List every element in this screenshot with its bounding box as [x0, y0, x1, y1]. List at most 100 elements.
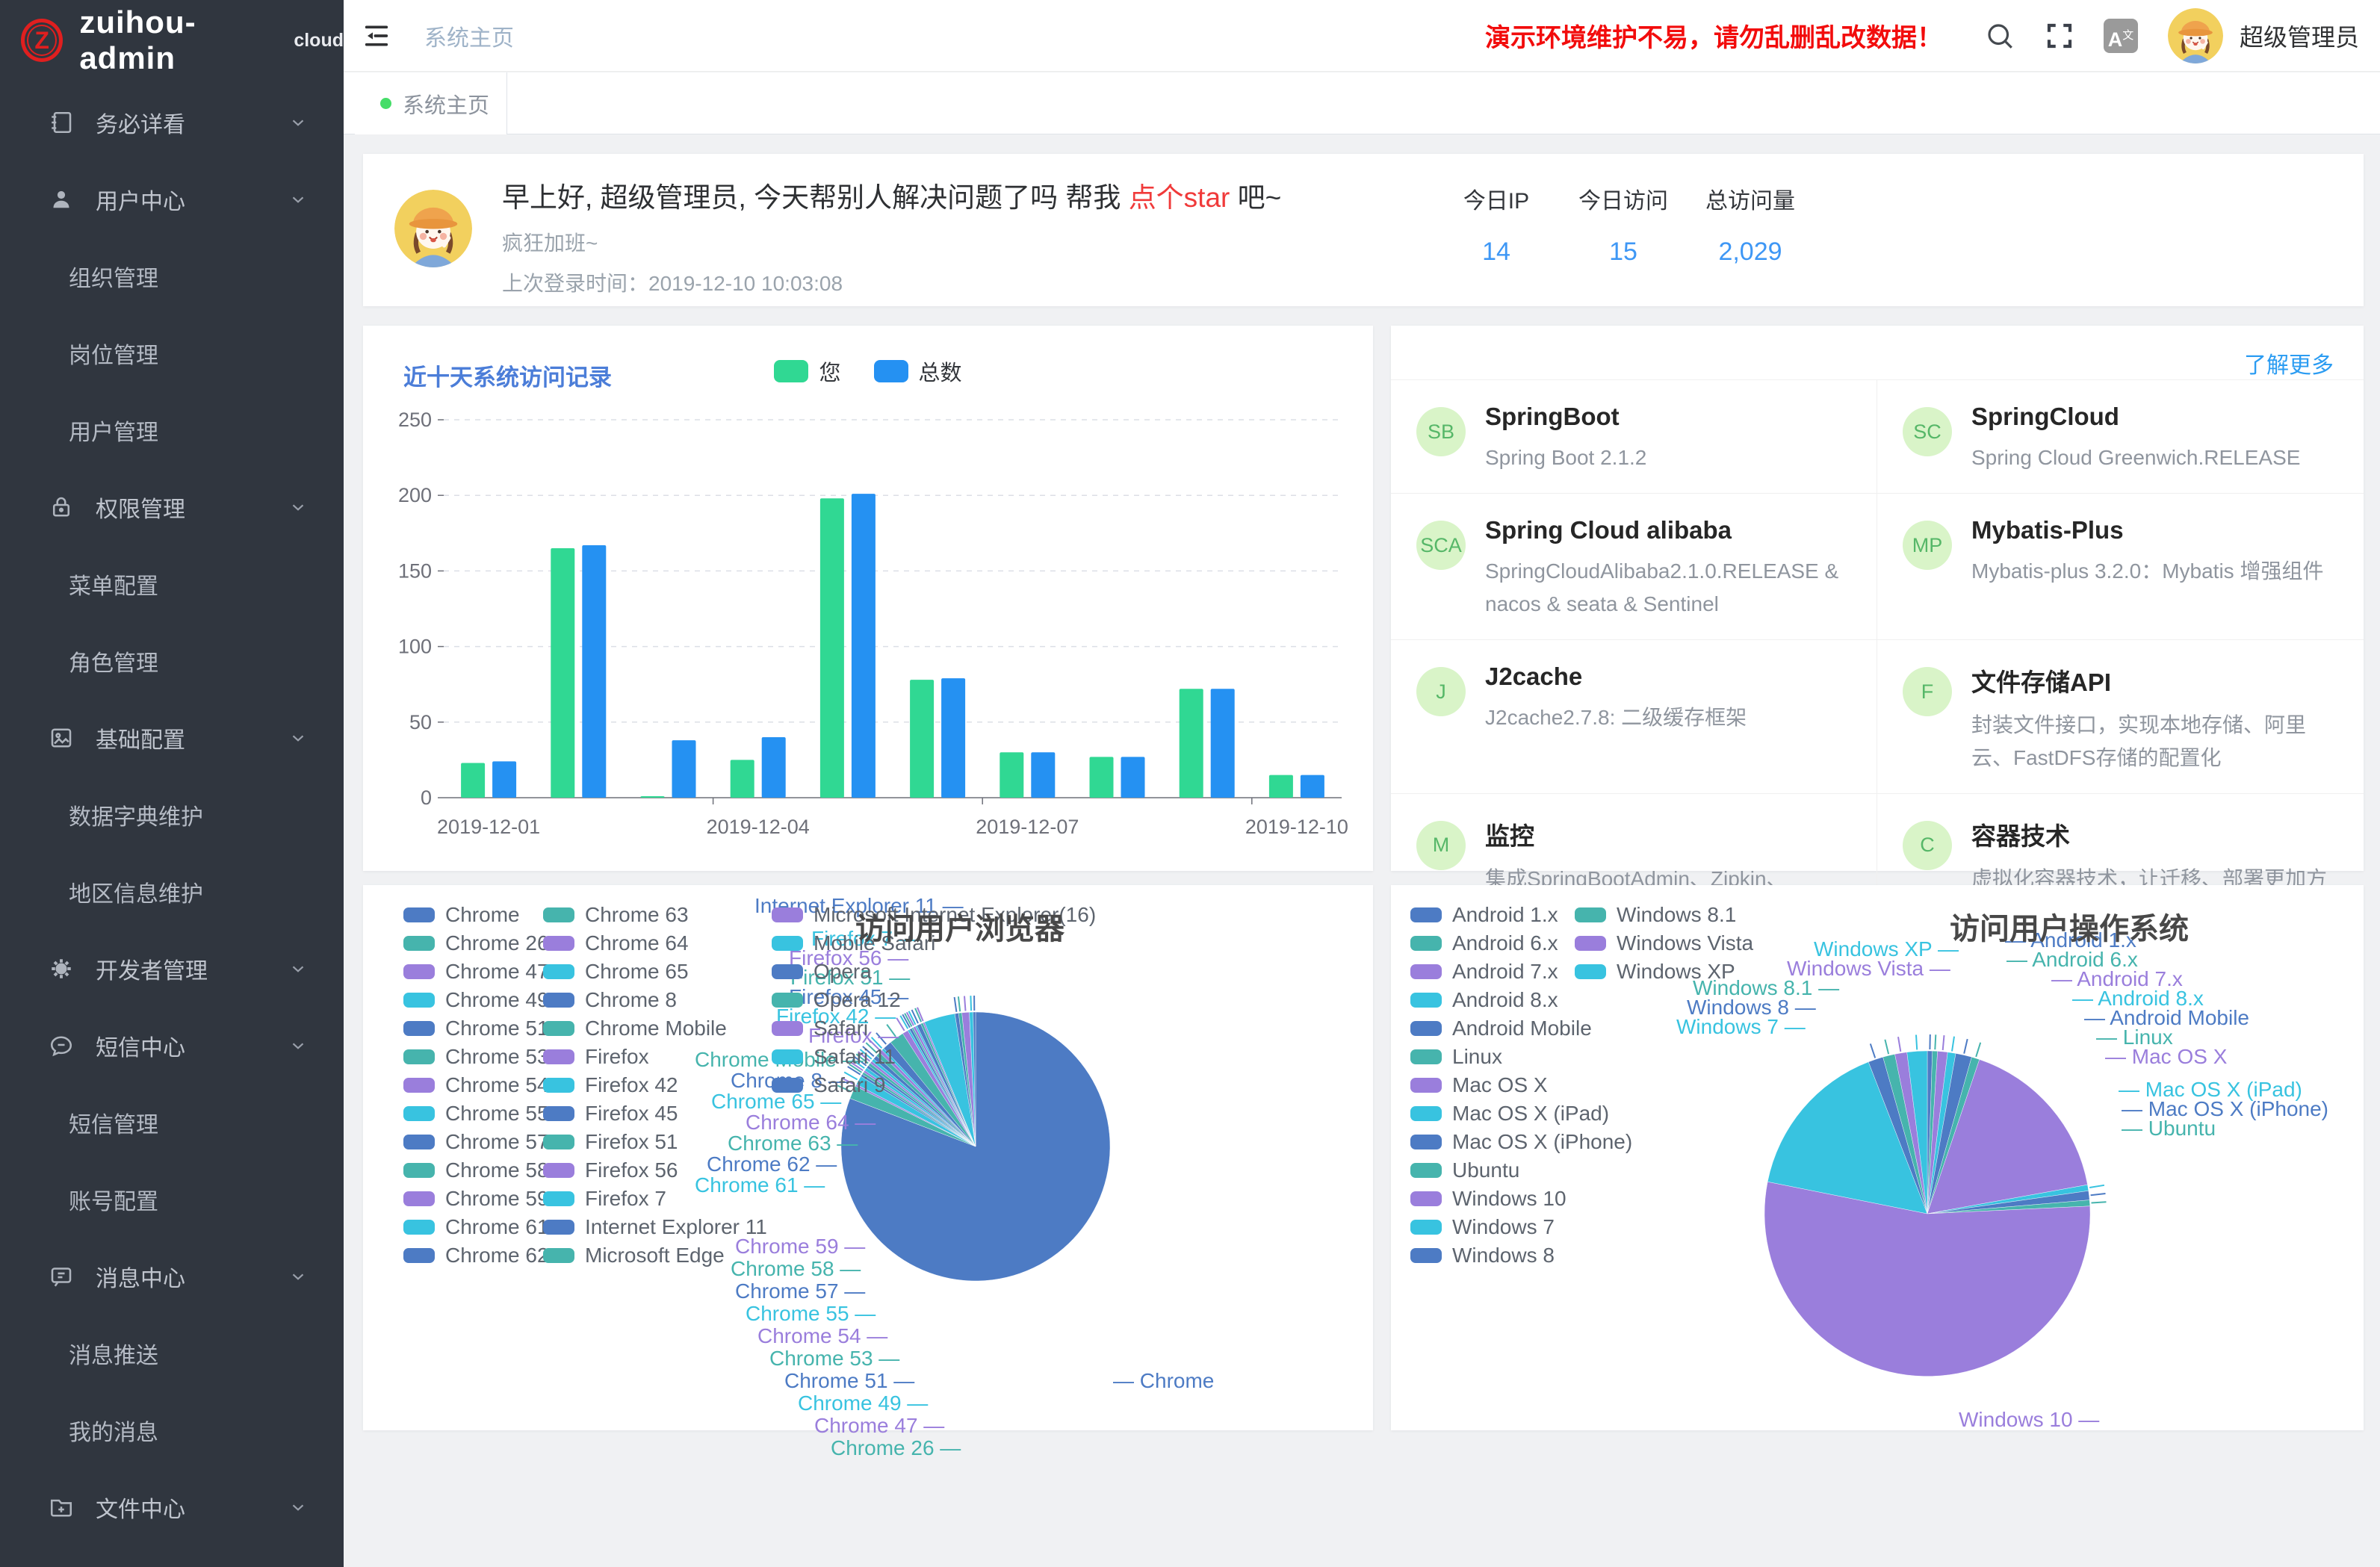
- legend-item-Chrome 62[interactable]: Chrome 62: [403, 1248, 549, 1263]
- legend-item-Chrome 47[interactable]: Chrome 47: [403, 964, 549, 979]
- legend-item-Chrome[interactable]: Chrome: [403, 907, 549, 922]
- breadcrumb[interactable]: 系统主页: [424, 19, 514, 52]
- legend-item-Chrome 63[interactable]: Chrome 63: [543, 907, 767, 922]
- sidebar-item-18[interactable]: 文件中心: [0, 1468, 344, 1545]
- legend-item-Chrome 55[interactable]: Chrome 55: [403, 1106, 549, 1121]
- legend-label: Android 7.x: [1452, 960, 1558, 984]
- sidebar-item-3[interactable]: 岗位管理: [0, 314, 344, 391]
- legend-item-Android 8.x[interactable]: Android 8.x: [1410, 993, 1632, 1008]
- sidebar-item-6[interactable]: 菜单配置: [0, 545, 344, 622]
- collapse-menu-icon[interactable]: [362, 21, 391, 51]
- legend-item-Chrome 53[interactable]: Chrome 53: [403, 1049, 549, 1064]
- legend-item-Internet Explorer 11[interactable]: Internet Explorer 11: [543, 1220, 767, 1235]
- tech-card-Spring Cloud alibaba[interactable]: SCASpring Cloud alibabaSpringCloudAlibab…: [1391, 493, 1877, 639]
- visits-bar-chart[interactable]: 0501001502002502019-12-012019-12-042019-…: [384, 409, 1352, 857]
- legend-item-Windows Vista[interactable]: Windows Vista: [1575, 936, 1753, 951]
- legend-item-Safari[interactable]: Safari: [772, 1021, 1096, 1036]
- legend-item-Mac OS X[interactable]: Mac OS X: [1410, 1078, 1632, 1093]
- legend-item-Firefox 51[interactable]: Firefox 51: [543, 1135, 767, 1149]
- legend-item-Chrome 54[interactable]: Chrome 54: [403, 1078, 549, 1093]
- legend-item-Firefox 42[interactable]: Firefox 42: [543, 1078, 767, 1093]
- sidebar-item-4[interactable]: 用户管理: [0, 391, 344, 468]
- sidebar-item-16[interactable]: 消息推送: [0, 1315, 344, 1391]
- legend-swatch-you: [774, 360, 808, 382]
- legend-item-Windows 8[interactable]: Windows 8: [1410, 1248, 1632, 1263]
- tech-card-SpringBoot[interactable]: SBSpringBootSpring Boot 2.1.2: [1391, 379, 1877, 493]
- language-icon[interactable]: A文: [2104, 19, 2138, 53]
- legend-item-Linux[interactable]: Linux: [1410, 1049, 1632, 1064]
- sidebar-item-label: 短信中心: [96, 1029, 185, 1062]
- sidebar-item-9[interactable]: 数据字典维护: [0, 776, 344, 853]
- sidebar-item-17[interactable]: 我的消息: [0, 1391, 344, 1468]
- sidebar-item-0[interactable]: 务必详看: [0, 84, 344, 161]
- sidebar-item-15[interactable]: 消息中心: [0, 1238, 344, 1315]
- legend-item-Windows 10[interactable]: Windows 10: [1410, 1191, 1632, 1206]
- legend-item-Chrome 26[interactable]: Chrome 26: [403, 936, 549, 951]
- tech-card-文件存储API[interactable]: F文件存储API封装文件接口，实现本地存储、阿里云、FastDFS存储的配置化: [1877, 639, 2364, 793]
- legend-item-Firefox 45[interactable]: Firefox 45: [543, 1106, 767, 1121]
- sidebar-item-12[interactable]: 短信中心: [0, 1007, 344, 1084]
- star-link[interactable]: 点个star: [1129, 182, 1230, 213]
- sidebar-item-8[interactable]: 基础配置: [0, 699, 344, 776]
- app-logo[interactable]: Z zuihou-admin cloud: [0, 0, 344, 81]
- legend-item-total[interactable]: 总数: [874, 356, 962, 387]
- legend-item-Chrome Mobile[interactable]: Chrome Mobile: [543, 1021, 767, 1036]
- svg-text:100: 100: [398, 636, 432, 658]
- tech-card-J2cache[interactable]: JJ2cacheJ2cache2.7.8: 二级缓存框架: [1391, 639, 1877, 793]
- legend-item-Firefox[interactable]: Firefox: [543, 1049, 767, 1064]
- legend-item-Windows XP[interactable]: Windows XP: [1575, 964, 1753, 979]
- legend-label: Linux: [1452, 1045, 1502, 1069]
- legend-swatch: [403, 1163, 435, 1178]
- legend-item-Firefox 56[interactable]: Firefox 56: [543, 1163, 767, 1178]
- user-avatar[interactable]: [2168, 8, 2223, 63]
- legend-label: Chrome 59: [445, 1187, 549, 1211]
- legend-item-Chrome 8[interactable]: Chrome 8: [543, 993, 767, 1008]
- legend-item-Chrome 57[interactable]: Chrome 57: [403, 1135, 549, 1149]
- legend-item-Ubuntu[interactable]: Ubuntu: [1410, 1163, 1632, 1178]
- legend-item-Chrome 59[interactable]: Chrome 59: [403, 1191, 549, 1206]
- sidebar-item-7[interactable]: 角色管理: [0, 622, 344, 699]
- sidebar-item-10[interactable]: 地区信息维护: [0, 853, 344, 930]
- legend-item-Chrome 61[interactable]: Chrome 61: [403, 1220, 549, 1235]
- pie-callout-Chrome 49: Chrome 49 —: [798, 1391, 928, 1415]
- current-user-name[interactable]: 超级管理员: [2240, 19, 2359, 53]
- legend-item-you[interactable]: 您: [774, 356, 840, 387]
- tech-desc: J2cache2.7.8: 二级缓存框架: [1485, 701, 1747, 733]
- sidebar-item-14[interactable]: 账号配置: [0, 1161, 344, 1238]
- legend-label: Chrome 47: [445, 960, 549, 984]
- legend-item-Android Mobile[interactable]: Android Mobile: [1410, 1021, 1632, 1036]
- sidebar-item-label: 基础配置: [96, 722, 185, 754]
- tech-card-SpringCloud[interactable]: SCSpringCloudSpring Cloud Greenwich.RELE…: [1877, 379, 2364, 493]
- tab-system-home[interactable]: 系统主页: [355, 72, 507, 134]
- sidebar-item-11[interactable]: 开发者管理: [0, 930, 344, 1007]
- sidebar-item-5[interactable]: 权限管理: [0, 468, 344, 545]
- app-title: zuihou-admin: [79, 4, 285, 76]
- legend-label: Android Mobile: [1452, 1017, 1592, 1040]
- fullscreen-icon[interactable]: [2044, 20, 2075, 52]
- legend-item-Chrome 51[interactable]: Chrome 51: [403, 1021, 549, 1036]
- legend-item-Microsoft Edge[interactable]: Microsoft Edge: [543, 1248, 767, 1263]
- pie-callout-Chrome 26: Chrome 26 —: [831, 1436, 961, 1460]
- legend-item-Windows 7[interactable]: Windows 7: [1410, 1220, 1632, 1235]
- legend-item-Safari 9[interactable]: Safari 9: [772, 1078, 1096, 1093]
- legend-item-Chrome 49[interactable]: Chrome 49: [403, 993, 549, 1008]
- tech-card-Mybatis-Plus[interactable]: MPMybatis-PlusMybatis-plus 3.2.0：Mybatis…: [1877, 493, 2364, 639]
- sidebar-item-1[interactable]: 用户中心: [0, 161, 344, 238]
- learn-more-link[interactable]: 了解更多: [2244, 347, 2334, 379]
- legend-item-Chrome 58[interactable]: Chrome 58: [403, 1163, 549, 1178]
- legend-item-Opera 12[interactable]: Opera 12: [772, 993, 1096, 1008]
- legend-item-Firefox 7[interactable]: Firefox 7: [543, 1191, 767, 1206]
- sidebar-item-2[interactable]: 组织管理: [0, 238, 344, 314]
- legend-item-Mac OS X (iPad)[interactable]: Mac OS X (iPad): [1410, 1106, 1632, 1121]
- legend-item-Mac OS X (iPhone)[interactable]: Mac OS X (iPhone): [1410, 1135, 1632, 1149]
- search-icon[interactable]: [1984, 20, 2015, 52]
- sidebar-item-13[interactable]: 短信管理: [0, 1084, 344, 1161]
- browser-pie-title: 访问用户浏览器: [855, 904, 1065, 948]
- legend-label: Mac OS X (iPad): [1452, 1102, 1609, 1126]
- legend-item-Chrome 65[interactable]: Chrome 65: [543, 964, 767, 979]
- legend-item-Windows 8.1[interactable]: Windows 8.1: [1575, 907, 1753, 922]
- legend-item-Safari 11[interactable]: Safari 11: [772, 1049, 1096, 1064]
- legend-item-Chrome 64[interactable]: Chrome 64: [543, 936, 767, 951]
- tech-title: Mybatis-Plus: [1971, 516, 2323, 544]
- legend-item-Opera[interactable]: Opera: [772, 964, 1096, 979]
